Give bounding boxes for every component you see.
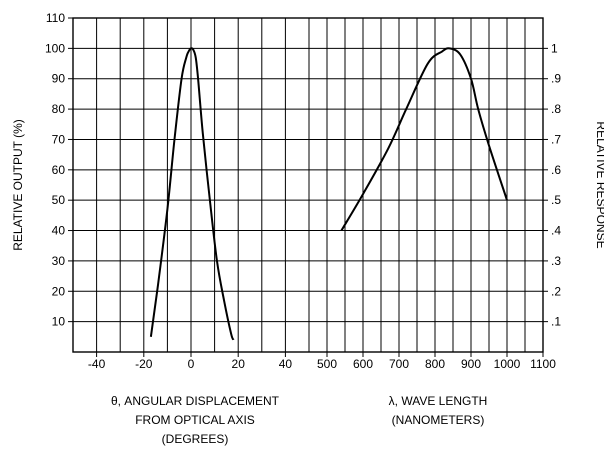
spectral-response-curve <box>340 47 508 232</box>
right-y-tick-label: .9 <box>551 72 561 86</box>
right-y-tick-label: .8 <box>551 102 561 116</box>
wavelength-x-tick-label: 1100 <box>530 357 556 371</box>
angular-x-tick-label: 20 <box>232 357 246 371</box>
left-y-tick-label: 70 <box>52 132 66 146</box>
wavelength-x-tick-label: 1000 <box>494 357 521 371</box>
wavelength-x-axis-label-line-2: (NANOMETERS) <box>392 413 485 427</box>
left-y-tick-label: 40 <box>52 224 66 238</box>
left-y-tick-label: 50 <box>52 193 66 207</box>
left-y-tick-label: 110 <box>46 11 65 25</box>
wavelength-x-tick-label: 800 <box>425 357 445 371</box>
right-y-tick-label: .5 <box>551 193 561 207</box>
left-y-tick-label: 10 <box>52 315 66 329</box>
plot-frame <box>72 17 544 353</box>
angular-x-axis-label-line-1: θ, ANGULAR DISPLACEMENT <box>111 394 280 408</box>
curves <box>149 47 508 341</box>
angular-x-axis-label: θ, ANGULAR DISPLACEMENT FROM OPTICAL AXI… <box>111 394 280 446</box>
grid <box>73 17 543 352</box>
left-y-tick-label: 90 <box>52 72 66 86</box>
left-y-axis-label: RELATIVE OUTPUT (%) <box>11 119 25 251</box>
right-y-tick-label: .6 <box>551 163 561 177</box>
left-y-tick-label: 60 <box>52 163 66 177</box>
left-y-tick-label: 20 <box>52 284 66 298</box>
angular-x-axis-label-line-3: (DEGREES) <box>162 432 229 446</box>
wavelength-x-axis-ticks: 500 600 700 800 900 1000 1100 <box>317 352 556 371</box>
wavelength-x-tick-label: 600 <box>353 357 373 371</box>
left-y-tick-label: 30 <box>52 254 66 268</box>
wavelength-x-tick-label: 900 <box>461 357 481 371</box>
right-y-tick-label: .4 <box>551 224 561 238</box>
right-y-axis-ticks: .1 .2 .3 .4 .5 .6 .7 .8 .9 1 <box>543 41 561 329</box>
angular-x-axis-label-line-2: FROM OPTICAL AXIS <box>135 413 255 427</box>
angular-x-axis-ticks: -40 -20 0 20 40 <box>88 352 292 371</box>
left-y-tick-label: 100 <box>45 41 65 55</box>
wavelength-x-axis-label-line-1: λ, WAVE LENGTH <box>389 394 488 408</box>
angular-x-tick-label: -20 <box>135 357 153 371</box>
angular-x-tick-label: -40 <box>88 357 106 371</box>
right-y-tick-label: .7 <box>551 132 561 146</box>
left-y-tick-label: 80 <box>52 102 66 116</box>
wavelength-x-tick-label: 500 <box>317 357 337 371</box>
angular-x-tick-label: 0 <box>188 357 195 371</box>
left-y-axis-ticks: 10 20 30 40 50 60 70 80 90 100 110 <box>45 11 73 329</box>
right-y-tick-label: .3 <box>551 254 561 268</box>
right-y-axis-label: RELATIVE RESPONSE <box>594 121 604 248</box>
right-y-tick-label: 1 <box>551 41 558 55</box>
right-y-tick-label: .1 <box>551 315 561 329</box>
right-y-tick-label: .2 <box>551 284 561 298</box>
wavelength-x-axis-label: λ, WAVE LENGTH (NANOMETERS) <box>389 394 488 427</box>
wavelength-x-tick-label: 700 <box>389 357 409 371</box>
angular-x-tick-label: 40 <box>279 357 293 371</box>
angular-output-curve <box>149 47 235 341</box>
